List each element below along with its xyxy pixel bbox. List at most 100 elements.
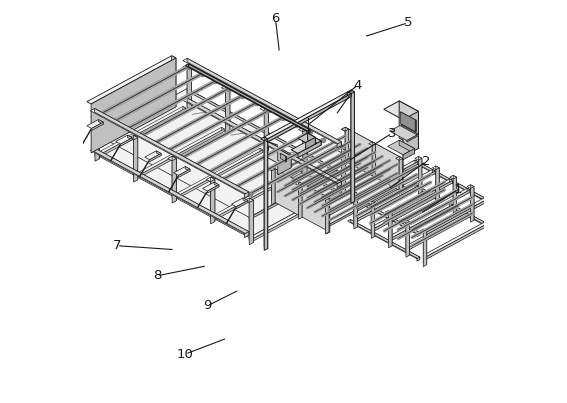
Polygon shape bbox=[337, 190, 340, 194]
Polygon shape bbox=[95, 108, 249, 196]
Polygon shape bbox=[95, 106, 186, 156]
Polygon shape bbox=[275, 157, 400, 224]
Polygon shape bbox=[268, 94, 351, 142]
Polygon shape bbox=[222, 85, 230, 90]
Polygon shape bbox=[245, 198, 253, 203]
Polygon shape bbox=[90, 148, 249, 234]
Polygon shape bbox=[420, 229, 427, 233]
Polygon shape bbox=[345, 146, 400, 177]
Polygon shape bbox=[471, 187, 474, 222]
Polygon shape bbox=[350, 195, 420, 235]
Text: 8: 8 bbox=[153, 269, 161, 282]
Polygon shape bbox=[244, 232, 249, 238]
Polygon shape bbox=[374, 195, 435, 231]
Polygon shape bbox=[249, 190, 337, 240]
Polygon shape bbox=[404, 188, 407, 192]
Polygon shape bbox=[417, 233, 420, 237]
Polygon shape bbox=[291, 137, 321, 154]
Polygon shape bbox=[285, 157, 286, 162]
Polygon shape bbox=[354, 185, 418, 219]
Polygon shape bbox=[396, 156, 403, 160]
Polygon shape bbox=[179, 169, 190, 177]
Polygon shape bbox=[351, 92, 354, 204]
Polygon shape bbox=[314, 137, 321, 145]
Polygon shape bbox=[399, 101, 418, 148]
Polygon shape bbox=[388, 204, 452, 238]
Polygon shape bbox=[145, 151, 161, 160]
Polygon shape bbox=[426, 199, 487, 235]
Polygon shape bbox=[401, 112, 416, 132]
Polygon shape bbox=[325, 196, 329, 232]
Polygon shape bbox=[156, 151, 161, 156]
Polygon shape bbox=[423, 222, 487, 257]
Polygon shape bbox=[390, 125, 418, 141]
Polygon shape bbox=[341, 127, 403, 161]
Polygon shape bbox=[374, 171, 435, 207]
Polygon shape bbox=[99, 109, 337, 238]
Polygon shape bbox=[371, 201, 375, 237]
Polygon shape bbox=[299, 184, 302, 219]
Polygon shape bbox=[172, 148, 263, 197]
Polygon shape bbox=[432, 166, 439, 170]
Polygon shape bbox=[92, 122, 103, 131]
Polygon shape bbox=[371, 203, 375, 239]
Polygon shape bbox=[187, 98, 341, 185]
Polygon shape bbox=[488, 196, 492, 232]
Polygon shape bbox=[337, 181, 341, 187]
Polygon shape bbox=[252, 191, 340, 242]
Polygon shape bbox=[261, 137, 268, 141]
Polygon shape bbox=[98, 108, 186, 158]
Text: 1: 1 bbox=[454, 183, 463, 196]
Polygon shape bbox=[187, 67, 191, 111]
Polygon shape bbox=[371, 194, 435, 229]
Polygon shape bbox=[403, 148, 414, 160]
Polygon shape bbox=[342, 127, 349, 131]
Polygon shape bbox=[281, 154, 286, 162]
Polygon shape bbox=[345, 127, 403, 192]
Polygon shape bbox=[226, 88, 230, 132]
Polygon shape bbox=[385, 210, 392, 214]
Polygon shape bbox=[418, 158, 422, 194]
Polygon shape bbox=[91, 58, 176, 153]
Polygon shape bbox=[399, 156, 403, 192]
Polygon shape bbox=[345, 135, 400, 166]
Polygon shape bbox=[467, 188, 470, 192]
Polygon shape bbox=[329, 186, 400, 226]
Polygon shape bbox=[423, 198, 487, 233]
Polygon shape bbox=[133, 135, 138, 180]
Polygon shape bbox=[99, 89, 337, 217]
Polygon shape bbox=[187, 89, 337, 172]
Polygon shape bbox=[278, 156, 291, 175]
Polygon shape bbox=[249, 198, 253, 243]
Polygon shape bbox=[280, 154, 286, 157]
Polygon shape bbox=[260, 148, 263, 152]
Polygon shape bbox=[409, 214, 470, 250]
Polygon shape bbox=[185, 166, 190, 171]
Polygon shape bbox=[95, 114, 99, 159]
Polygon shape bbox=[394, 166, 407, 173]
Polygon shape bbox=[264, 149, 291, 163]
Polygon shape bbox=[272, 167, 330, 232]
Polygon shape bbox=[264, 139, 268, 250]
Polygon shape bbox=[467, 213, 470, 217]
Polygon shape bbox=[484, 198, 487, 202]
Polygon shape bbox=[371, 170, 435, 204]
Polygon shape bbox=[397, 166, 407, 173]
Polygon shape bbox=[260, 106, 268, 111]
Polygon shape bbox=[415, 160, 418, 164]
Polygon shape bbox=[249, 170, 337, 220]
Polygon shape bbox=[168, 156, 176, 161]
Polygon shape bbox=[348, 92, 351, 97]
Polygon shape bbox=[436, 166, 439, 202]
Polygon shape bbox=[348, 220, 420, 259]
Polygon shape bbox=[391, 181, 452, 216]
Polygon shape bbox=[183, 106, 186, 110]
Polygon shape bbox=[388, 212, 392, 248]
Polygon shape bbox=[268, 167, 330, 200]
Polygon shape bbox=[384, 101, 418, 120]
Polygon shape bbox=[133, 127, 225, 177]
Polygon shape bbox=[426, 224, 487, 260]
Polygon shape bbox=[337, 148, 345, 153]
Polygon shape bbox=[399, 158, 403, 194]
Polygon shape bbox=[210, 177, 215, 222]
